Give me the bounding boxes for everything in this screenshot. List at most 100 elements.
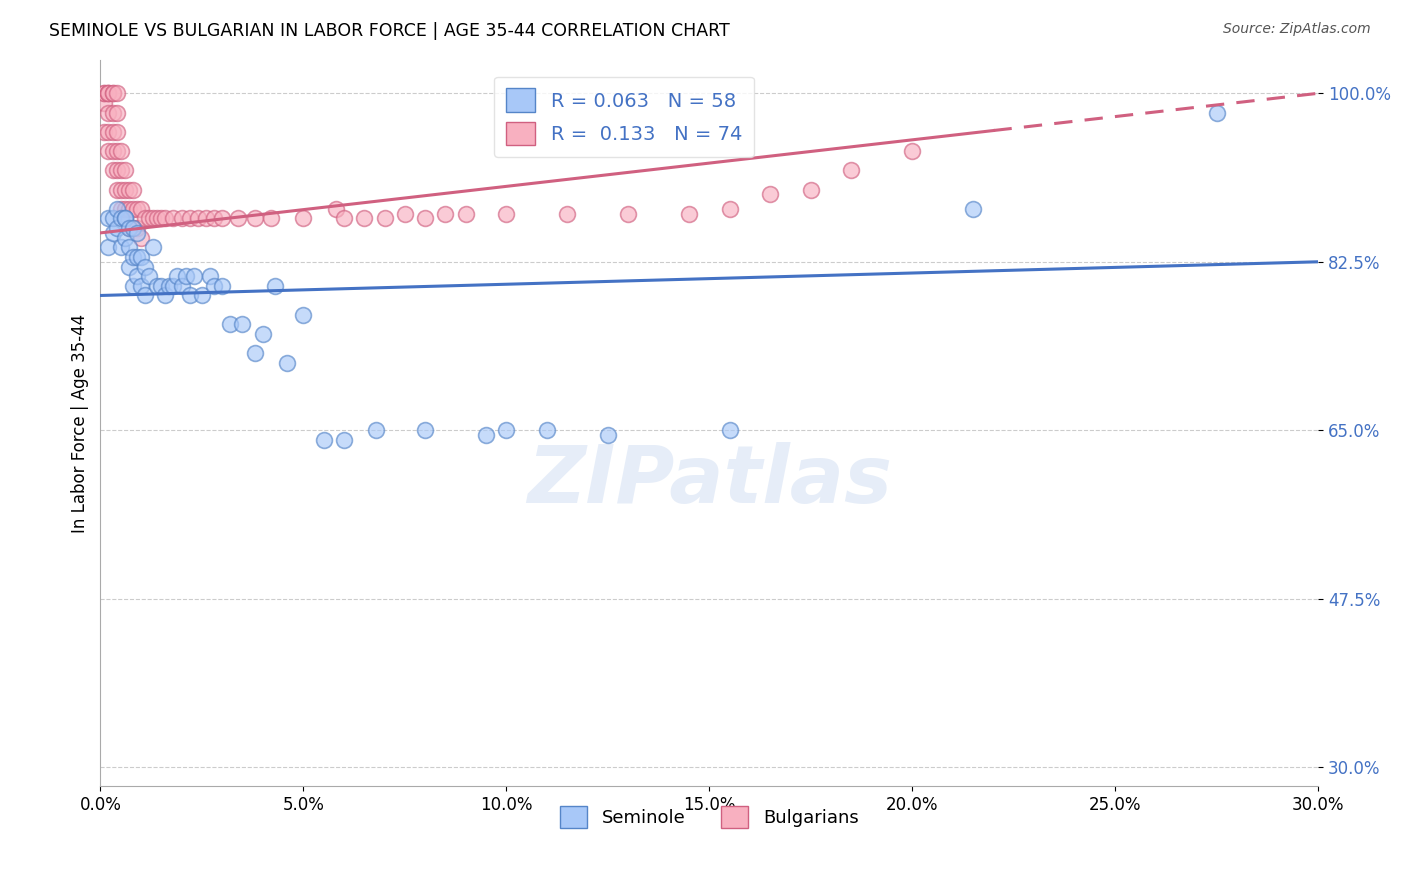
Point [97,211,120,226]
Point [105,87,128,101]
Point [105,105,128,120]
Point [97,144,120,158]
Point [228,211,250,226]
Text: ZIPatlas: ZIPatlas [527,442,891,520]
Point [125,202,148,216]
Point [110,163,132,178]
Point [191,288,214,302]
Point [495,207,517,221]
Point [555,207,578,221]
Point [901,144,924,158]
Point [179,211,201,226]
Point [759,187,782,202]
Point [962,202,984,216]
Point [276,356,298,370]
Point [97,105,120,120]
Point [800,183,823,197]
Point [353,211,375,226]
Point [138,211,160,226]
Point [157,278,180,293]
Point [118,260,141,274]
Point [142,240,165,254]
Point [105,163,128,178]
Point [105,202,128,216]
Point [187,211,209,226]
Point [101,125,124,139]
Point [97,87,120,101]
Point [121,202,143,216]
Point [125,221,148,235]
Point [718,423,741,437]
Point [93,87,115,101]
Point [718,202,741,216]
Point [162,211,184,226]
Point [93,87,115,101]
Point [325,202,347,216]
Point [394,207,416,221]
Point [150,211,173,226]
Point [292,308,315,322]
Point [114,211,136,226]
Point [243,211,266,226]
Point [413,423,436,437]
Point [101,144,124,158]
Point [678,207,700,221]
Point [312,433,335,447]
Point [150,278,173,293]
Point [170,278,193,293]
Point [121,221,143,235]
Point [118,221,141,235]
Point [495,423,517,437]
Point [118,240,141,254]
Point [333,433,356,447]
Point [101,163,124,178]
Point [333,211,356,226]
Text: Source: ZipAtlas.com: Source: ZipAtlas.com [1223,22,1371,37]
Point [292,211,315,226]
Point [211,211,233,226]
Point [114,211,136,226]
Point [260,211,283,226]
Point [155,288,177,302]
Point [252,326,274,341]
Point [105,221,128,235]
Point [121,250,143,264]
Text: SEMINOLE VS BULGARIAN IN LABOR FORCE | AGE 35-44 CORRELATION CHART: SEMINOLE VS BULGARIAN IN LABOR FORCE | A… [49,22,730,40]
Point [138,269,160,284]
Point [162,278,184,293]
Point [110,211,132,226]
Point [105,125,128,139]
Point [243,346,266,360]
Point [93,95,115,110]
Point [146,278,169,293]
Point [114,230,136,244]
Point [97,240,120,254]
Point [142,211,165,226]
Point [105,183,128,197]
Point [110,183,132,197]
Point [179,288,201,302]
Point [101,226,124,240]
Point [475,428,498,442]
Point [211,278,233,293]
Point [129,230,152,244]
Point [134,260,156,274]
Point [101,211,124,226]
Point [110,202,132,216]
Point [194,211,217,226]
Y-axis label: In Labor Force | Age 35-44: In Labor Force | Age 35-44 [72,313,89,533]
Point [264,278,287,293]
Point [101,87,124,101]
Point [118,221,141,235]
Point [129,250,152,264]
Point [110,144,132,158]
Point [219,318,242,332]
Point [198,269,221,284]
Point [114,183,136,197]
Point [93,125,115,139]
Point [231,318,253,332]
Point [841,163,863,178]
Point [125,269,148,284]
Point [155,211,177,226]
Point [114,163,136,178]
